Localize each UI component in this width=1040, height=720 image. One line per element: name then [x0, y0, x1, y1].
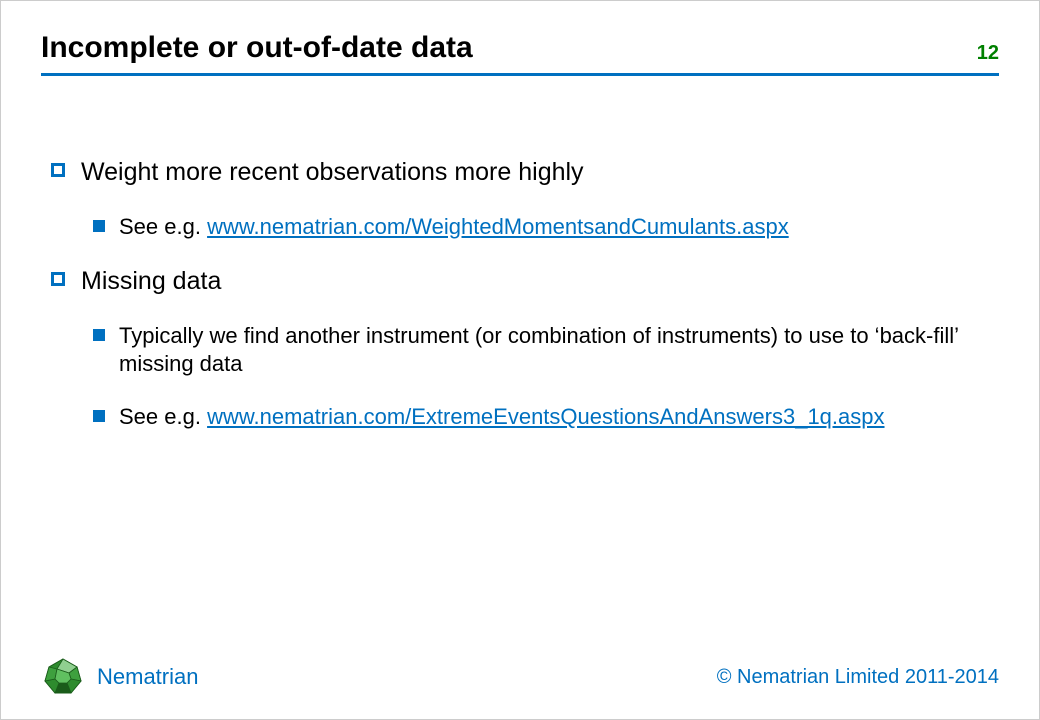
bullet-item: Weight more recent observations more hig…	[51, 156, 999, 189]
bullet-text: Missing data	[81, 265, 221, 298]
bullet-marker-icon	[51, 272, 65, 286]
bullet-item: See e.g. www.nematrian.com/WeightedMomen…	[93, 213, 999, 242]
footer-brand: Nematrian	[41, 655, 198, 699]
bullet-item: See e.g. www.nematrian.com/ExtremeEvents…	[93, 403, 999, 432]
bullet-marker-icon	[51, 163, 65, 177]
nematrian-logo-icon	[41, 655, 85, 699]
bullet-marker-icon	[93, 220, 105, 232]
reference-link[interactable]: www.nematrian.com/WeightedMomentsandCumu…	[207, 214, 789, 239]
slide-footer: Nematrian © Nematrian Limited 2011-2014	[41, 645, 999, 699]
page-number: 12	[977, 42, 999, 65]
bullet-marker-icon	[93, 410, 105, 422]
copyright-text: © Nematrian Limited 2011-2014	[717, 666, 999, 689]
slide: Incomplete or out-of-date data 12 Weight…	[1, 1, 1039, 719]
bullet-text: Typically we find another instrument (or…	[119, 322, 999, 379]
brand-name: Nematrian	[97, 664, 198, 690]
bullet-prefix: See e.g.	[119, 214, 207, 239]
bullet-marker-icon	[93, 329, 105, 341]
bullet-text: See e.g. www.nematrian.com/WeightedMomen…	[119, 213, 789, 242]
bullet-item: Missing data	[51, 265, 999, 298]
slide-header: Incomplete or out-of-date data 12	[41, 31, 999, 76]
bullet-item: Typically we find another instrument (or…	[93, 322, 999, 379]
slide-content: Weight more recent observations more hig…	[41, 76, 999, 645]
slide-title: Incomplete or out-of-date data	[41, 31, 473, 65]
bullet-text: Weight more recent observations more hig…	[81, 156, 584, 189]
bullet-text: See e.g. www.nematrian.com/ExtremeEvents…	[119, 403, 885, 432]
reference-link[interactable]: www.nematrian.com/ExtremeEventsQuestions…	[207, 404, 884, 429]
bullet-prefix: See e.g.	[119, 404, 207, 429]
